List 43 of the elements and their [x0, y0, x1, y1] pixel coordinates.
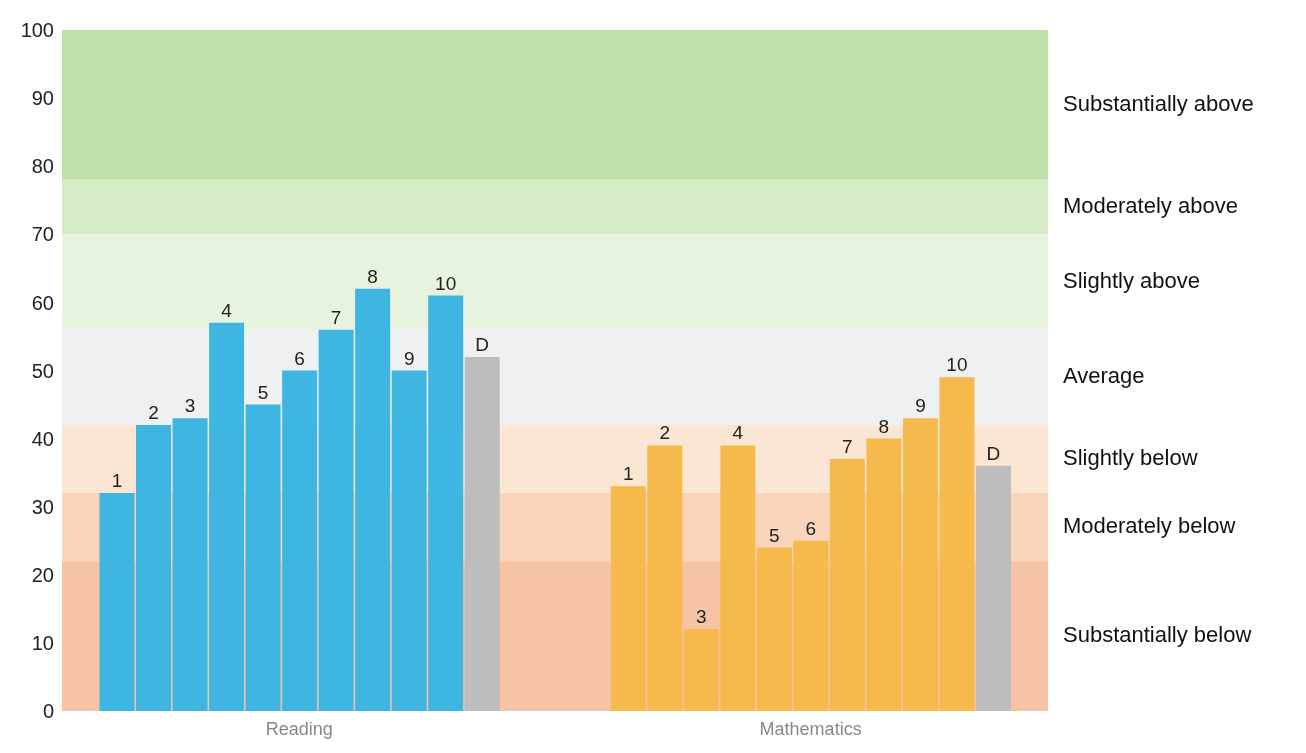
x-tick-label: 3 — [696, 606, 707, 628]
y-tick-label: 80 — [31, 155, 54, 178]
band-label: Average — [1063, 363, 1145, 389]
x-tick-label: 5 — [257, 381, 269, 403]
x-tick-label: 7 — [330, 306, 342, 328]
x-tick-label: 6 — [294, 347, 305, 369]
y-tick-label: 20 — [31, 563, 54, 586]
bar — [975, 465, 1011, 711]
x-tick-label: 1 — [111, 470, 123, 492]
x-tick-label: D — [475, 333, 490, 355]
y-tick-label: 100 — [20, 19, 54, 42]
band-label: Slightly above — [1063, 267, 1200, 293]
text: Reading — [265, 719, 333, 739]
x-tick-label: 7 — [842, 436, 853, 458]
x-tick-label: D — [986, 442, 1001, 464]
x-tick-label: 8 — [878, 415, 890, 437]
y-tick-label: 0 — [42, 700, 54, 723]
band-label: Substantially above — [1063, 90, 1254, 116]
x-tick-label: 10 — [946, 354, 968, 376]
x-tick-label: 8 — [367, 265, 378, 287]
y-tick-label: 90 — [31, 87, 54, 110]
y-tick-label: 60 — [31, 291, 54, 314]
y-tick-label: 40 — [31, 427, 54, 450]
x-tick-label: 3 — [184, 395, 196, 417]
x-tick-label: 1 — [622, 463, 634, 485]
bar — [464, 356, 500, 711]
band-label: Slightly below — [1063, 444, 1198, 470]
x-tick-label: 2 — [148, 401, 159, 423]
band-label: Substantially below — [1063, 621, 1252, 647]
x-tick-label: 4 — [221, 299, 233, 321]
x-tick-label: 6 — [805, 517, 817, 539]
y-tick-label: 10 — [31, 632, 54, 654]
band-label: Moderately below — [1063, 512, 1236, 538]
y-tick-label: 70 — [31, 223, 54, 246]
x-tick-label: 2 — [659, 422, 671, 444]
y-tick-label: 50 — [31, 359, 54, 382]
x-tick-label: 9 — [403, 347, 415, 369]
y-tick-label: 30 — [31, 495, 54, 518]
x-tick-label: 4 — [732, 422, 744, 444]
text: Mathematics — [759, 719, 862, 739]
band-label: Moderately above — [1063, 192, 1238, 218]
x-tick-label: 5 — [769, 524, 780, 546]
x-tick-label: 9 — [915, 395, 926, 417]
